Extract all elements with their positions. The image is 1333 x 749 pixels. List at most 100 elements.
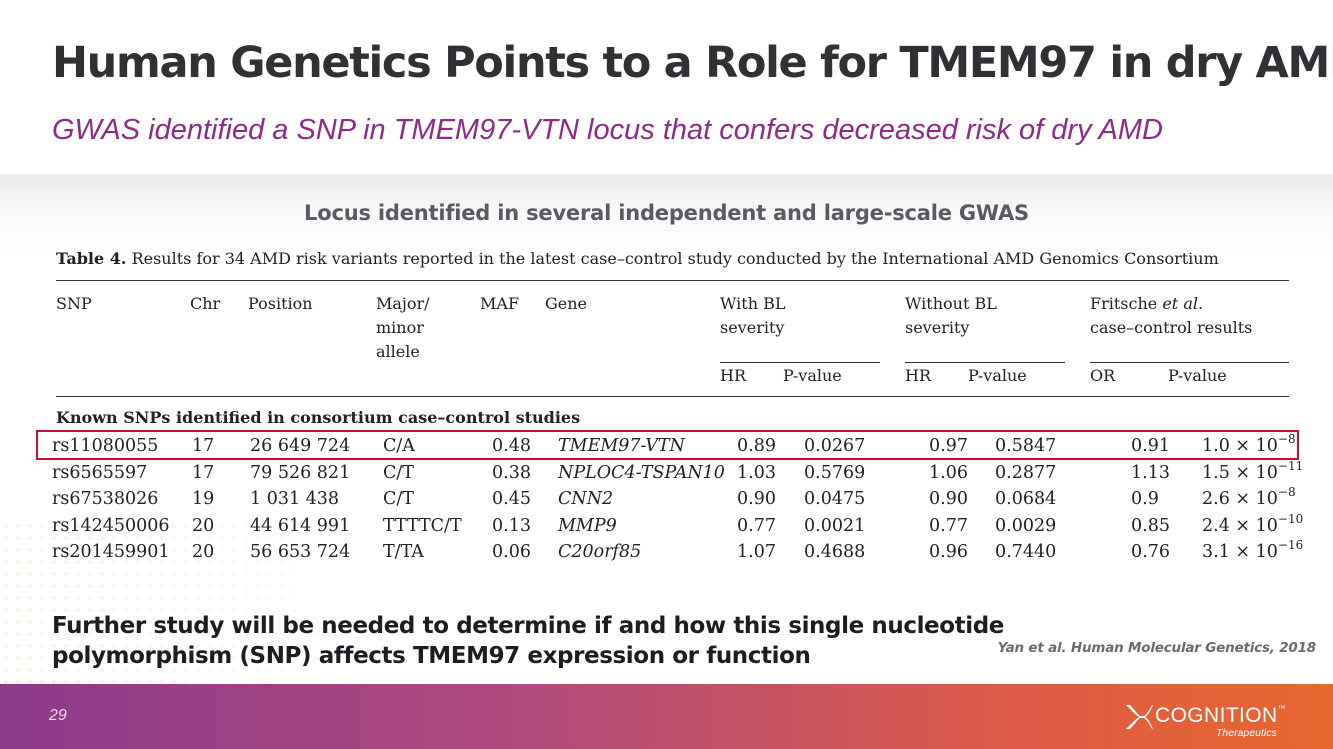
header-without-bl-line2: severity — [905, 318, 970, 337]
header-chr: Chr — [190, 294, 221, 313]
logo-trademark: ™ — [1277, 704, 1287, 713]
pvalue-exponent: −11 — [1277, 459, 1304, 473]
header-pvalue-with-bl: P-value — [783, 366, 842, 385]
cell-hr-without-bl: 0.90 — [929, 489, 968, 509]
header-position: Position — [248, 294, 313, 313]
cell-allele: C/T — [383, 463, 414, 483]
cell-chr: 17 — [192, 436, 215, 456]
conclusion-line-2: polymorphism (SNP) affects TMEM97 expres… — [52, 643, 811, 669]
cell-pvalue-without-bl: 0.0029 — [995, 516, 1057, 536]
table-caption-text: Results for 34 AMD risk variants reporte… — [131, 249, 1219, 268]
cell-snp: rs11080055 — [52, 436, 159, 456]
header-with-bl-line1: With BL — [720, 294, 786, 313]
decorative-dot-pattern — [0, 520, 420, 684]
cell-or: 0.76 — [1131, 542, 1170, 562]
table-caption: Table 4. Results for 34 AMD risk variant… — [56, 249, 1219, 268]
cell-maf: 0.45 — [492, 489, 531, 509]
without-bl-subrule — [905, 362, 1065, 363]
pvalue-mantissa: 3.1 × 10 — [1202, 542, 1278, 562]
pvalue-mantissa: 2.4 × 10 — [1202, 516, 1278, 536]
cell-or: 0.85 — [1131, 516, 1170, 536]
header-with-bl-line2: severity — [720, 318, 785, 337]
cell-hr-without-bl: 1.06 — [929, 463, 968, 483]
cell-snp: rs142450006 — [52, 516, 170, 536]
cell-pvalue-fritsche: 1.0 × 10−8 — [1202, 432, 1296, 457]
header-pvalue-without-bl: P-value — [968, 366, 1027, 385]
cell-chr: 19 — [192, 489, 215, 509]
cell-hr-with-bl: 1.03 — [737, 463, 776, 483]
header-snp: SNP — [56, 294, 92, 313]
pvalue-mantissa: 1.0 × 10 — [1202, 436, 1278, 456]
cell-gene: C20orf85 — [558, 542, 642, 562]
cell-maf: 0.48 — [492, 436, 531, 456]
cell-pvalue-with-bl: 0.0021 — [804, 516, 866, 536]
cell-pvalue-fritsche: 2.6 × 10−8 — [1202, 485, 1296, 510]
header-hr-without-bl: HR — [905, 366, 931, 385]
cell-chr: 20 — [192, 542, 215, 562]
cognition-x-logo-icon — [1126, 705, 1153, 729]
cell-pvalue-with-bl: 0.4688 — [804, 542, 866, 562]
pvalue-exponent: −8 — [1277, 432, 1296, 446]
company-logo: COGNITION™ Therapeutics — [1124, 700, 1299, 740]
cell-pvalue-without-bl: 0.2877 — [995, 463, 1057, 483]
cell-hr-with-bl: 0.77 — [737, 516, 776, 536]
header-allele-line2: minor — [376, 318, 424, 337]
cell-pvalue-fritsche: 1.5 × 10−11 — [1202, 459, 1304, 484]
cell-position: 44 614 991 — [250, 516, 351, 536]
pvalue-exponent: −8 — [1277, 485, 1296, 499]
highlighted-row-box — [36, 430, 1299, 460]
cell-gene: CNN2 — [558, 489, 614, 509]
cell-pvalue-with-bl: 0.0267 — [804, 436, 866, 456]
conclusion-text: Further study will be needed to determin… — [52, 611, 1004, 671]
cell-pvalue-without-bl: 0.7440 — [995, 542, 1057, 562]
cell-pvalue-without-bl: 0.5847 — [995, 436, 1057, 456]
cell-hr-without-bl: 0.97 — [929, 436, 968, 456]
cell-position: 79 526 821 — [250, 463, 351, 483]
cell-gene: NPLOC4-TSPAN10 — [558, 463, 725, 483]
footer-bar — [0, 684, 1333, 749]
cell-snp: rs201459901 — [52, 542, 170, 562]
cell-allele: T/TA — [383, 542, 424, 562]
cell-or: 0.9 — [1131, 489, 1159, 509]
cell-or: 0.91 — [1131, 436, 1170, 456]
cell-maf: 0.06 — [492, 542, 531, 562]
cell-pvalue-without-bl: 0.0684 — [995, 489, 1057, 509]
cell-allele: C/T — [383, 489, 414, 509]
header-allele-line1: Major/ — [376, 294, 430, 313]
header-fritsche-etal: et al. — [1162, 294, 1204, 313]
conclusion-line-1: Further study will be needed to determin… — [52, 613, 1004, 639]
table-caption-label: Table 4. — [56, 249, 127, 268]
cell-allele: TTTTC/T — [383, 516, 462, 536]
cell-pvalue-with-bl: 0.5769 — [804, 463, 866, 483]
header-or: OR — [1090, 366, 1116, 385]
cell-gene: MMP9 — [558, 516, 617, 536]
cell-snp: rs67538026 — [52, 489, 159, 509]
with-bl-subrule — [720, 362, 880, 363]
header-hr-with-bl: HR — [720, 366, 746, 385]
cell-hr-with-bl: 0.89 — [737, 436, 776, 456]
logo-tagline: Therapeutics — [1216, 727, 1277, 739]
cell-snp: rs6565597 — [52, 463, 148, 483]
cell-position: 56 653 724 — [250, 542, 351, 562]
header-allele-line3: allele — [376, 342, 420, 361]
page-number: 29 — [49, 707, 67, 724]
cell-hr-with-bl: 0.90 — [737, 489, 776, 509]
header-pvalue-fritsche: P-value — [1168, 366, 1227, 385]
header-gene: Gene — [545, 294, 588, 313]
cell-gene: TMEM97-VTN — [558, 436, 685, 456]
cell-position: 1 031 438 — [250, 489, 340, 509]
citation: Yan et al. Human Molecular Genetics, 201… — [997, 640, 1317, 656]
cell-hr-without-bl: 0.96 — [929, 542, 968, 562]
cell-hr-with-bl: 1.07 — [737, 542, 776, 562]
table-group-label: Known SNPs identified in consortium case… — [56, 408, 581, 427]
cell-chr: 20 — [192, 516, 215, 536]
logo-wordmark-text: COGNITION — [1155, 704, 1278, 727]
pvalue-mantissa: 2.6 × 10 — [1202, 489, 1278, 509]
cell-position: 26 649 724 — [250, 436, 351, 456]
section-heading: Locus identified in several independent … — [304, 201, 1029, 225]
cell-or: 1.13 — [1131, 463, 1170, 483]
cell-maf: 0.38 — [492, 463, 531, 483]
slide-title: Human Genetics Points to a Role for TMEM… — [52, 38, 1333, 88]
header-without-bl-line1: Without BL — [905, 294, 997, 313]
fritsche-subrule — [1090, 362, 1289, 363]
